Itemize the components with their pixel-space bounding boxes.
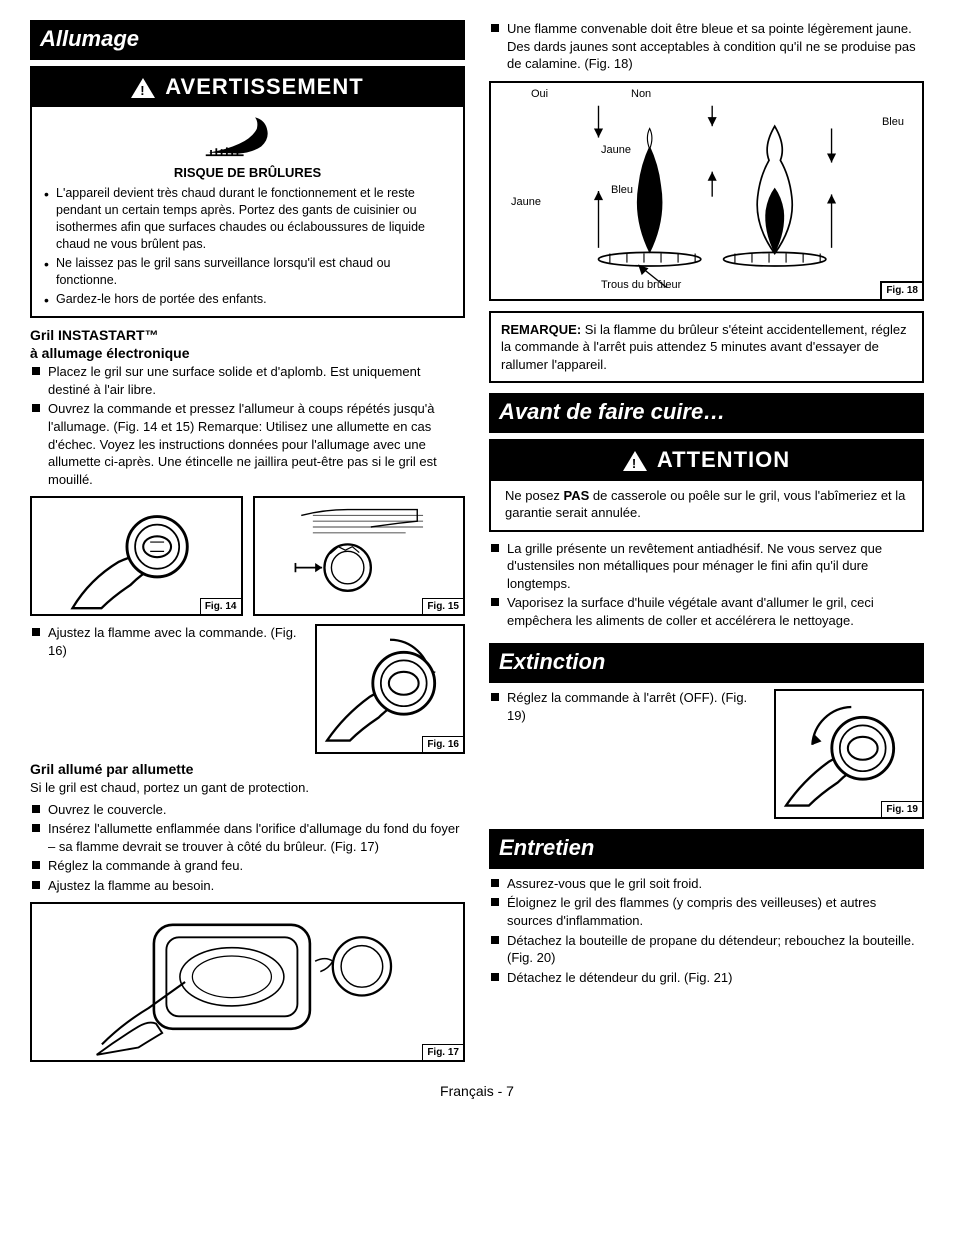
list-item: La grille présente un revêtement antiadh… — [489, 540, 924, 593]
figure-16: Fig. 16 — [315, 624, 465, 754]
list-item: Ouvrez la commande et pressez l'allumeur… — [30, 400, 465, 488]
figure-label: Fig. 16 — [422, 736, 463, 753]
label-bleu: Bleu — [611, 183, 633, 198]
right-column: Une flamme convenable doit être bleue et… — [489, 20, 924, 1062]
figure-17: Fig. 17 — [30, 902, 465, 1062]
fig-14-15-row: Fig. 14 Fig. 15 — [30, 496, 465, 616]
figure-label: Fig. 19 — [881, 801, 922, 818]
list-item: Ouvrez le couvercle. — [30, 801, 465, 819]
instastart-list: Placez le gril sur une surface solide et… — [30, 363, 465, 488]
list-item: Éloignez le gril des flammes (y compris … — [489, 894, 924, 929]
entretien-list: Assurez-vous que le gril soit froid. Élo… — [489, 875, 924, 986]
section-extinction: Extinction — [489, 643, 924, 683]
figure-label: Fig. 17 — [422, 1044, 463, 1061]
warning-icon — [131, 78, 155, 98]
label-bleu-2: Bleu — [882, 115, 904, 130]
list-item: Une flamme convenable doit être bleue et… — [489, 20, 924, 73]
fig16-row: Ajustez la flamme avec la commande. (Fig… — [30, 624, 465, 754]
figure-label: Fig. 14 — [200, 598, 241, 615]
list-item: Insérez l'allumette enflammée dans l'ori… — [30, 820, 465, 855]
attention-bold: PAS — [564, 488, 590, 503]
attention-pre: Ne posez — [505, 488, 564, 503]
warning-icon — [623, 451, 647, 471]
figure-14: Fig. 14 — [30, 496, 243, 616]
attention-title-bar: ATTENTION — [491, 441, 922, 481]
match-list: Ouvrez le couvercle. Insérez l'allumette… — [30, 801, 465, 895]
section-allumage: Allumage — [30, 20, 465, 60]
list-item: Ajustez la flamme au besoin. — [30, 877, 465, 895]
remarque-box: REMARQUE: Si la flamme du brûleur s'étei… — [489, 311, 924, 384]
warning-title-bar: AVERTISSEMENT — [32, 68, 463, 108]
before-list: La grille présente un revêtement antiadh… — [489, 540, 924, 630]
section-avant: Avant de faire cuire… — [489, 393, 924, 433]
attention-box: ATTENTION Ne posez PAS de casserole ou p… — [489, 439, 924, 532]
attention-title: ATTENTION — [657, 445, 790, 475]
list-item: Vaporisez la surface d'huile végétale av… — [489, 594, 924, 629]
attention-body: Ne posez PAS de casserole ou poêle sur l… — [491, 481, 922, 524]
warning-bullet: Gardez-le hors de portée des enfants. — [42, 291, 453, 308]
risk-heading: RISQUE DE BRÛLURES — [32, 164, 463, 182]
warning-box: AVERTISSEMENT RISQUE DE BRÛLURES L'appar… — [30, 66, 465, 318]
list-item: Placez le gril sur une surface solide et… — [30, 363, 465, 398]
instastart-heading-2: à allumage électronique — [30, 344, 465, 363]
label-jaune: Jaune — [601, 143, 631, 158]
page-footer: Français - 7 — [30, 1082, 924, 1101]
extinction-row: Réglez la commande à l'arrêt (OFF). (Fig… — [489, 689, 924, 819]
match-heading: Gril allumé par allumette — [30, 760, 465, 779]
warning-bullet: L'appareil devient très chaud durant le … — [42, 185, 453, 253]
page-columns: Allumage AVERTISSEMENT RISQUE DE BRÛLURE… — [30, 20, 924, 1062]
remarque-label: REMARQUE: — [501, 322, 581, 337]
flame-intro-list: Une flamme convenable doit être bleue et… — [489, 20, 924, 73]
left-column: Allumage AVERTISSEMENT RISQUE DE BRÛLURE… — [30, 20, 465, 1062]
list-item: Détachez la bouteille de propane du déte… — [489, 932, 924, 967]
match-intro: Si le gril est chaud, portez un gant de … — [30, 779, 465, 797]
figure-label: Fig. 18 — [880, 281, 924, 301]
burn-icon — [32, 107, 463, 164]
list-item: Ajustez la flamme avec la commande. (Fig… — [30, 624, 305, 659]
figure-15: Fig. 15 — [253, 496, 466, 616]
flame-diagram: Oui Non Jaune Jaune Bleu Bleu Trous du b… — [489, 81, 924, 301]
label-non: Non — [631, 87, 651, 102]
list-item: Assurez-vous que le gril soit froid. — [489, 875, 924, 893]
label-trous: Trous du brûleur — [601, 278, 681, 293]
label-oui: Oui — [531, 87, 548, 102]
label-jaune-2: Jaune — [511, 195, 541, 210]
figure-label: Fig. 15 — [422, 598, 463, 615]
warning-title: AVERTISSEMENT — [165, 72, 363, 102]
warning-bullet: Ne laissez pas le gril sans surveillance… — [42, 255, 453, 289]
instastart-heading-1: Gril INSTASTART™ — [30, 326, 465, 345]
figure-19: Fig. 19 — [774, 689, 924, 819]
list-item: Réglez la commande à grand feu. — [30, 857, 465, 875]
warning-body: L'appareil devient très chaud durant le … — [32, 185, 463, 307]
list-item: Détachez le détendeur du gril. (Fig. 21) — [489, 969, 924, 987]
list-item: Réglez la commande à l'arrêt (OFF). (Fig… — [489, 689, 764, 724]
section-entretien: Entretien — [489, 829, 924, 869]
